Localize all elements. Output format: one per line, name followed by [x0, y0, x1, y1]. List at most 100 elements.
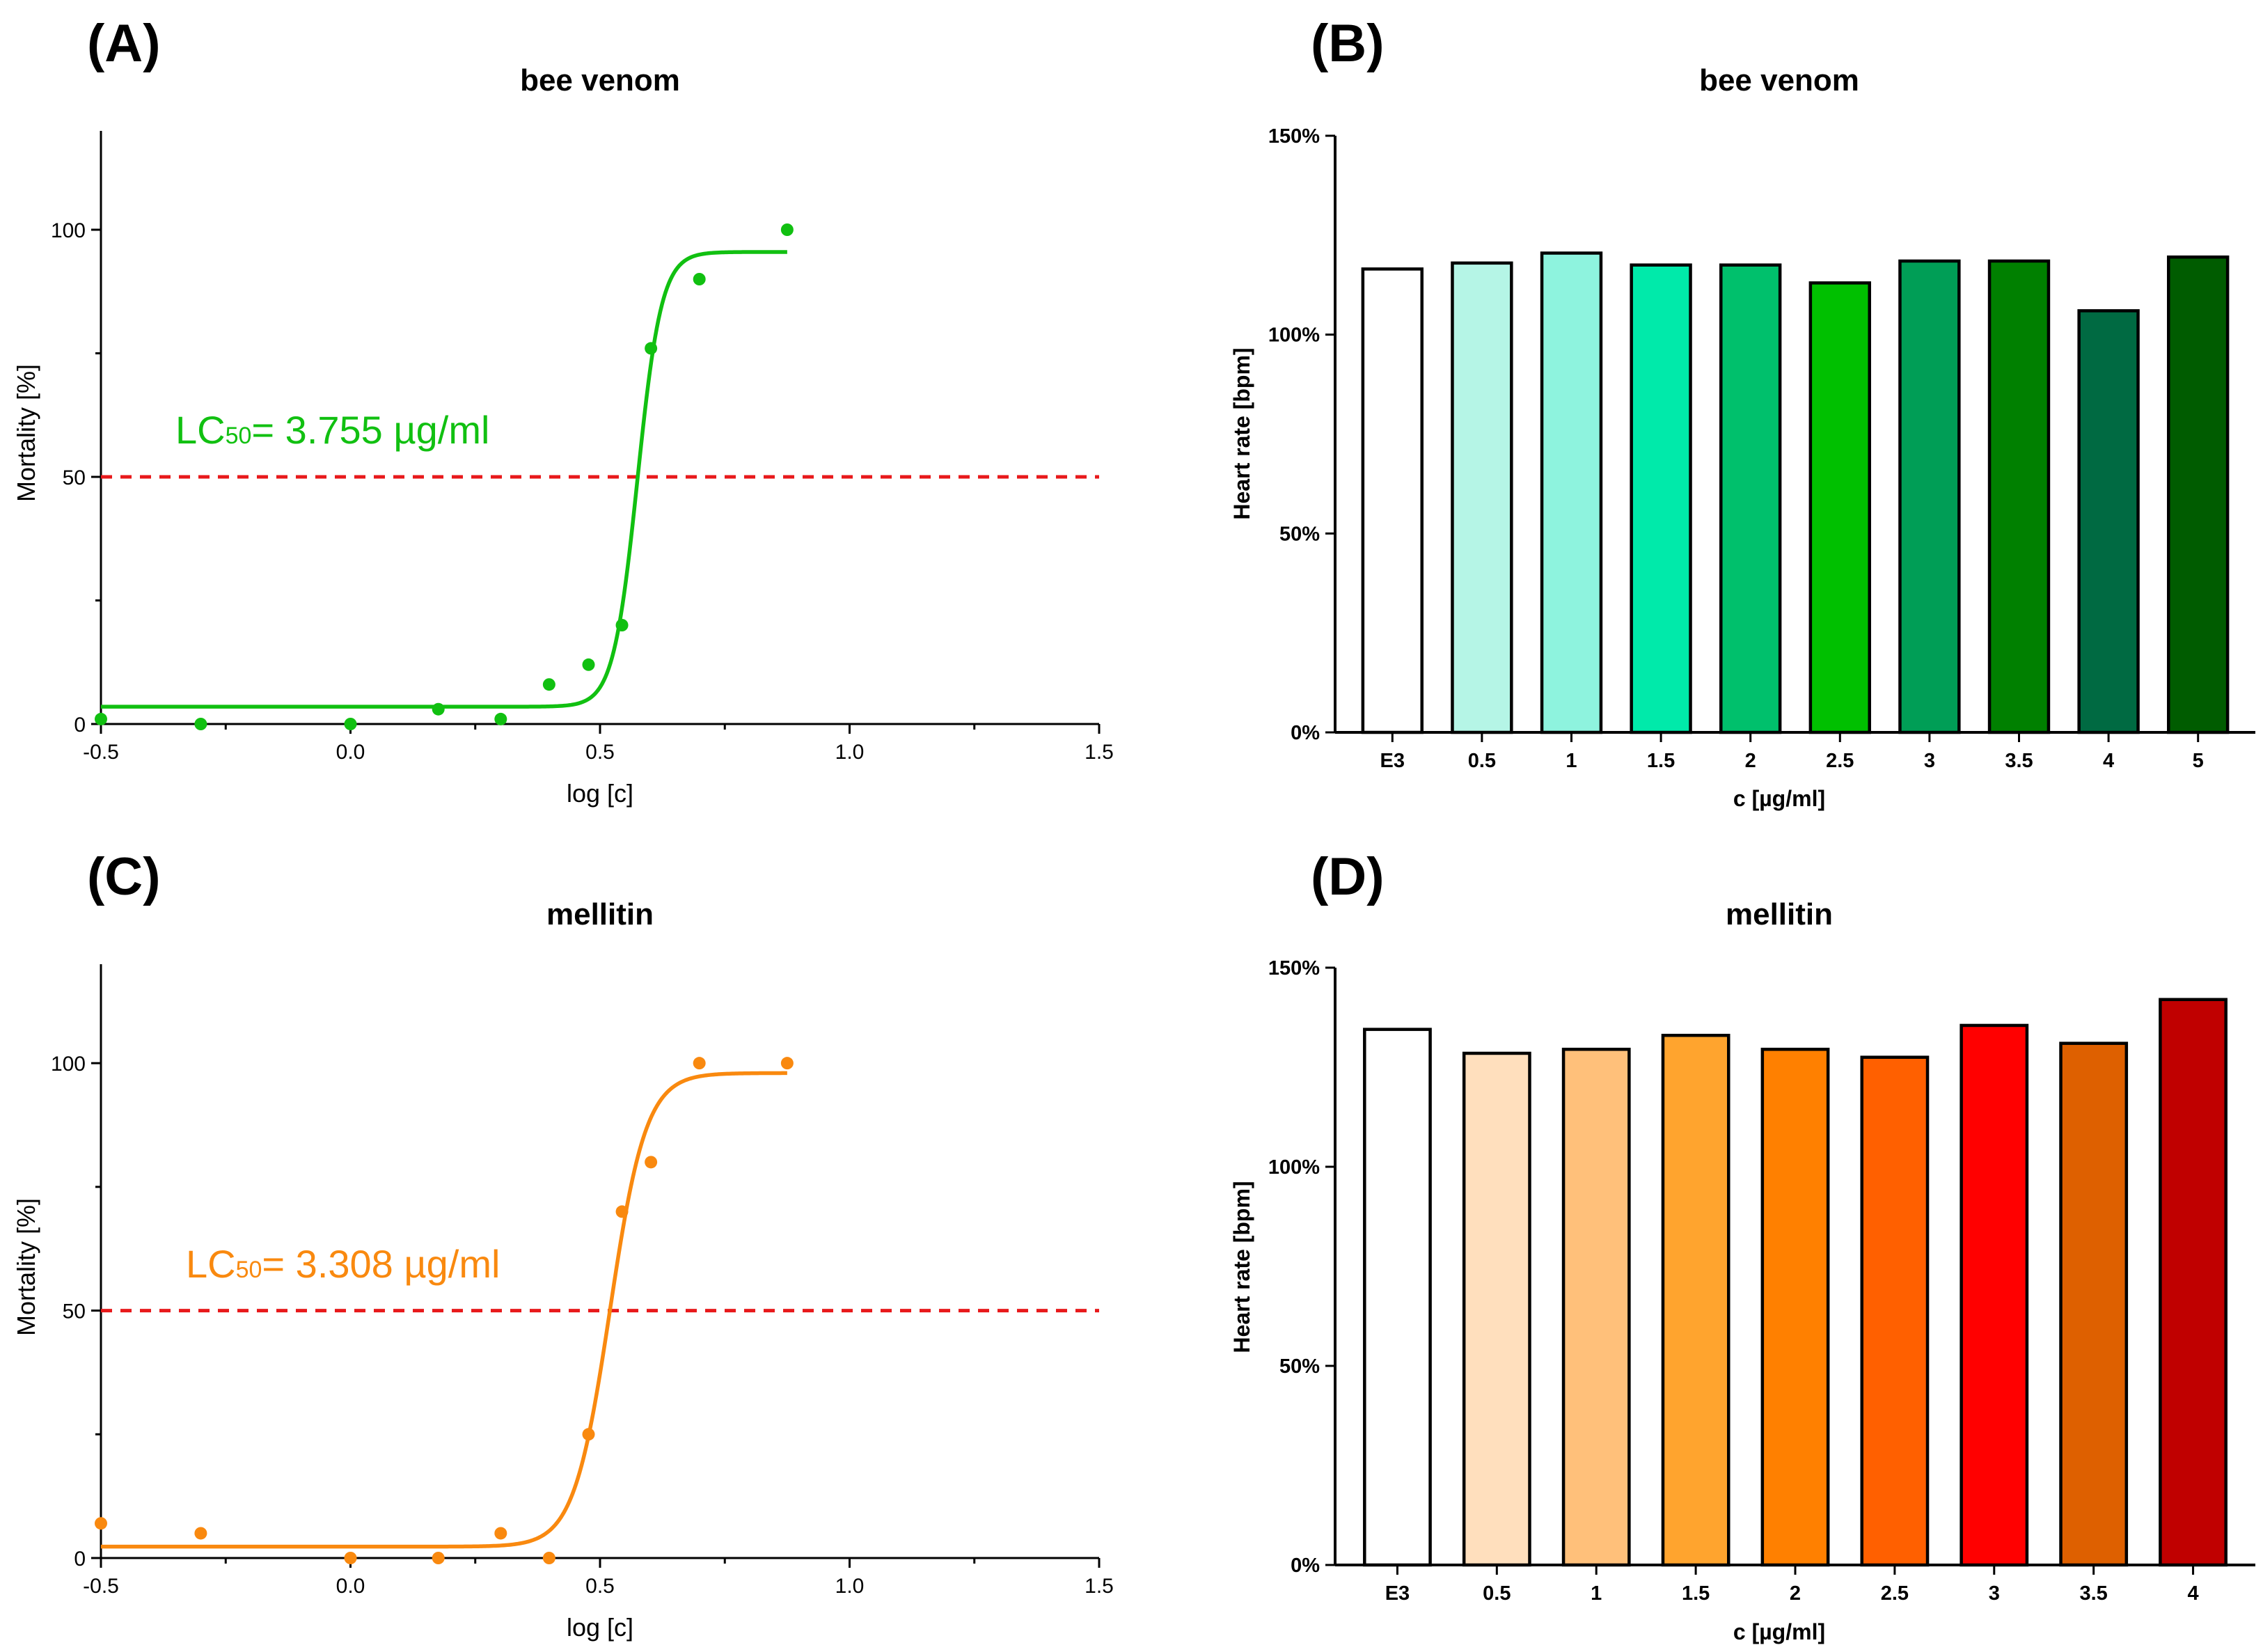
y-tick-label-b: 0% [1291, 722, 1320, 744]
x-tick-label-d: 1 [1591, 1582, 1602, 1605]
x-tick-label-d: 0.5 [1483, 1582, 1511, 1605]
heart-rate-bar-chart-b: E3 0.5 1 1.5 2 2.5 3 3.5 4 50%50%100%150% [1268, 125, 2255, 772]
panel-label-d: (D) [1311, 847, 1385, 906]
data-point-c [693, 1057, 706, 1070]
y-tick-label-c: 50 [63, 1300, 86, 1323]
bar-d [2159, 998, 2227, 1567]
bar-b [2167, 255, 2230, 734]
y-tick-label-b: 150% [1268, 125, 1320, 148]
x-tick-label-a: -0.5 [83, 741, 119, 764]
y-tick-label-d: 100% [1268, 1156, 1320, 1179]
data-point-a [494, 712, 507, 725]
x-tick-label-b: 3 [1924, 750, 1935, 772]
x-tick-label-c: 0.0 [336, 1575, 365, 1598]
x-tick-label-a: 1.5 [1085, 741, 1114, 764]
x-tick-label-a: 0.0 [336, 741, 365, 764]
x-tick-label-b: E3 [1380, 750, 1405, 772]
y-axis-label-d: Heart rate [bpm] [1229, 1181, 1254, 1353]
y-tick-label-a: 100 [51, 219, 86, 242]
x-tick-label-c: -0.5 [83, 1575, 119, 1598]
y-tick-label-b: 100% [1268, 324, 1320, 347]
data-point-c [344, 1552, 357, 1564]
x-tick-label-d: 2.5 [1881, 1582, 1909, 1605]
x-axis-label-d: c [µg/ml] [1733, 1619, 1825, 1644]
data-point-a [615, 619, 629, 631]
fit-curve-c [101, 1071, 787, 1549]
lc50-prefix-c: LC [186, 1242, 236, 1286]
x-axis-label-b: c [µg/ml] [1733, 786, 1825, 811]
chart-title-b: bee venom [1699, 63, 1859, 97]
bar-d [1860, 1055, 1930, 1567]
x-axis-label-c: log [c] [567, 1613, 633, 1642]
data-point-c [494, 1527, 507, 1540]
bar-b [1540, 251, 1603, 734]
lc50-subscript-a: 50 [226, 423, 252, 449]
data-point-a [582, 658, 595, 671]
bar-d [1363, 1028, 1432, 1567]
chart-title-a: bee venom [520, 63, 680, 97]
x-tick-label-b: 5 [2193, 750, 2204, 772]
bar-b [1808, 281, 1871, 734]
bar-b [1987, 259, 2051, 734]
dose-response-plot-a: -0.5 0.0 0.5 1.0 1.5 0 50 100 [51, 131, 1114, 764]
x-tick-label-d: 3.5 [2080, 1582, 2108, 1605]
data-point-c [432, 1552, 445, 1564]
x-tick-label-c: 1.0 [835, 1575, 865, 1598]
x-tick-label-c: 0.5 [585, 1575, 615, 1598]
x-tick-label-b: 0.5 [1468, 750, 1496, 772]
data-point-c [645, 1156, 658, 1169]
dose-response-plot-c: -0.5 0.0 0.5 1.0 1.5 0 50 100 [51, 964, 1114, 1598]
data-point-a [542, 678, 555, 691]
y-axis-label-c: Mortality [%] [12, 1198, 40, 1336]
y-tick-label-c: 100 [51, 1053, 86, 1076]
x-tick-label-b: 1 [1566, 750, 1577, 772]
lc50-prefix-a: LC [175, 408, 226, 452]
lc50-value-a: = 3.755 µg/ml [251, 408, 489, 452]
data-point-c [95, 1517, 107, 1530]
lc50-subscript-c: 50 [236, 1257, 262, 1283]
x-tick-label-b: 4 [2103, 750, 2114, 772]
data-point-a [693, 273, 706, 285]
chart-title-d: mellitin [1726, 897, 1833, 931]
x-tick-label-b: 2.5 [1826, 750, 1854, 772]
bar-d [1760, 1048, 1830, 1567]
lc50-annotation-a: LC50= 3.755 µg/ml [175, 408, 489, 452]
x-tick-label-a: 1.0 [835, 741, 865, 764]
data-point-a [95, 712, 107, 725]
y-tick-label-c: 0 [74, 1548, 86, 1571]
data-point-c [780, 1057, 794, 1070]
lc50-value-c: = 3.308 µg/ml [262, 1242, 500, 1286]
x-tick-label-b: 1.5 [1647, 750, 1675, 772]
heart-rate-bar-chart-d: E3 0.5 1 1.5 2 2.5 3 3.5 4 0% 50% 100% 150% [1268, 957, 2255, 1605]
bar-b [1898, 259, 1961, 734]
x-tick-label-b: 3.5 [2005, 750, 2033, 772]
x-tick-label-d: 2 [1790, 1582, 1801, 1605]
bar-d [2059, 1041, 2129, 1567]
data-point-a [432, 702, 445, 716]
bar-b [1630, 263, 1692, 734]
data-point-c [542, 1552, 555, 1564]
bar-d [1462, 1051, 1531, 1567]
y-axis-label-b: Heart rate [bpm] [1229, 347, 1254, 519]
bar-b [1451, 261, 1513, 734]
data-point-c [194, 1527, 207, 1540]
data-point-a [645, 342, 658, 355]
x-axis-label-a: log [c] [567, 779, 633, 808]
x-tick-label-b: 2 [1745, 750, 1756, 772]
y-tick-label-d: 50% [1279, 1355, 1320, 1378]
x-tick-label-a: 0.5 [585, 741, 615, 764]
y-tick-label-a: 50 [63, 466, 86, 489]
data-point-a [344, 718, 357, 730]
y-tick-label-b: 50% [1279, 523, 1320, 545]
y-axis-label-a: Mortality [%] [12, 364, 40, 502]
bar-d [1661, 1033, 1730, 1567]
data-point-c [582, 1428, 595, 1441]
panel-b: (B) bee venom E3 0.5 1 1.5 2 2.5 3 3.5 4 50%50%10… [1229, 14, 2255, 811]
x-tick-label-d: 4 [2187, 1582, 2198, 1605]
panel-a: (A) bee venom -0.5 0.0 0.5 1.0 1.5 0 50 100 log… [12, 14, 1114, 808]
y-tick-label-d: 150% [1268, 957, 1320, 980]
x-tick-label-d: 3 [1989, 1582, 2000, 1605]
panel-d: (D) mellitin E3 0.5 1 1.5 2 2.5 3 3.5 4 0% 50% 100%… [1229, 847, 2255, 1644]
panel-label-b: (B) [1311, 14, 1385, 73]
